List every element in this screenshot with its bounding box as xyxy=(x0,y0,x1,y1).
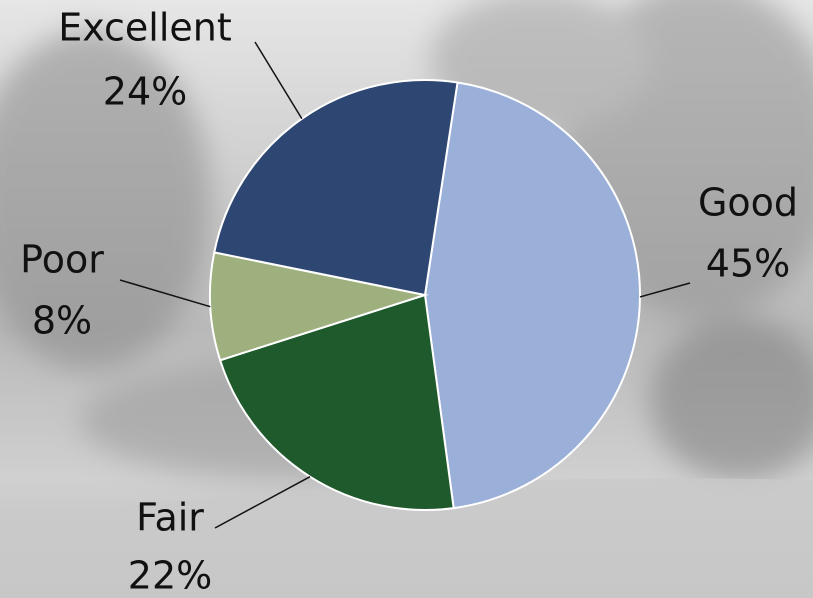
value-label: 45% xyxy=(706,242,790,286)
category-label: Good xyxy=(698,181,798,225)
value-label: 24% xyxy=(103,70,187,114)
chart: Good 45% Fair 22% Poor 8% Excellent 24% xyxy=(0,0,813,598)
category-label: Poor xyxy=(20,238,104,282)
value-label: 22% xyxy=(128,554,212,598)
value-label: 8% xyxy=(32,299,92,343)
category-label: Excellent xyxy=(58,6,232,50)
category-label: Fair xyxy=(136,496,204,540)
